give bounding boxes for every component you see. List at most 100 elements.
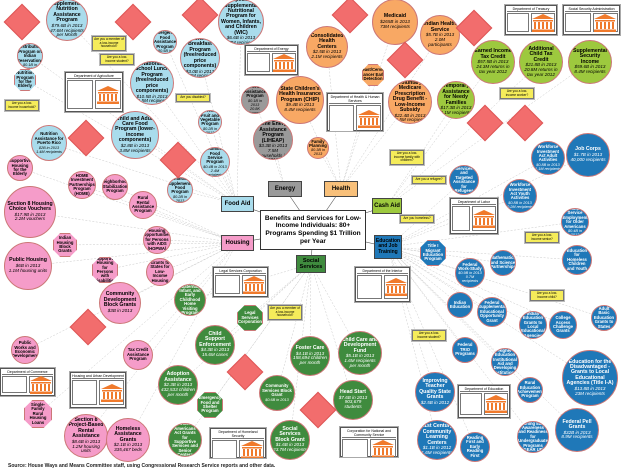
program-education[interactable]: Federal Supplemental Educational Opportu… <box>477 297 507 327</box>
program-name: Special Supplemental Nutritional Program… <box>221 0 261 36</box>
eligibility-question: Are you a member of a low-income househo… <box>267 304 303 321</box>
program-education[interactable]: Workforce Investment Act Adult Activitie… <box>531 141 565 175</box>
program-education[interactable]: Education for the Disadvantaged - Grants… <box>562 350 618 406</box>
building-icon-frame <box>531 13 555 32</box>
program-social[interactable]: Emergency Food and Shelter Program <box>197 392 223 418</box>
program-food[interactable]: Summer Food Service Program $0.4B in 2013… <box>200 147 230 177</box>
program-health[interactable]: Family Planning $0.3B in 2013 <box>307 137 329 159</box>
program-food[interactable]: The Emergency Food Assistance Program$0.… <box>153 30 177 54</box>
category-housing[interactable]: Housing <box>221 235 254 251</box>
department-name: Department of Health & Human Services <box>329 95 381 104</box>
program-cash[interactable]: Additional Child Tax Credit $21.8B in 201… <box>519 40 563 84</box>
program-name: Social Services Block Grant <box>275 426 305 443</box>
program-education[interactable]: 21st Century Community Learning Centers $… <box>417 420 457 460</box>
category-food-aid[interactable]: Food Aid <box>221 196 254 212</box>
program-education[interactable]: Adult Basic Education Grants to States <box>591 305 617 331</box>
program-connector <box>310 263 361 354</box>
program-education[interactable]: Improving Teacher Quality State Grants $2… <box>415 372 455 412</box>
program-social[interactable]: Adoption Assistance $2.3B in 2013 432,533 … <box>158 365 198 405</box>
program-food[interactable]: Child and Adult Care Food Program (lower… <box>111 111 159 159</box>
program-education[interactable]: Workforce Investment Act Youth Activitie… <box>503 179 537 213</box>
program-health[interactable]: State Children's Health Insurance Progra… <box>276 76 324 124</box>
program-social[interactable]: Community Services Block Grant $0.6B in 2… <box>259 375 295 411</box>
program-housing[interactable]: Supportive Housing for the Elderly <box>7 155 33 181</box>
program-housing[interactable]: Section 8 Project-Based Rental Assistanc… <box>64 414 108 458</box>
program-social[interactable]: Child Support Enforcement $4.3B in 2013 15… <box>195 325 235 365</box>
program-education[interactable]: Education for Homeless Children and Yout… <box>562 245 592 275</box>
program-social[interactable]: Head Start $7.6B in 2013 903,679 students <box>333 380 373 420</box>
program-food[interactable]: National School Lunch Program (free/redu… <box>130 61 174 105</box>
program-education[interactable]: Reading First and Early Reading First <box>460 432 490 462</box>
program-amount: $2.1B in 2013 <box>113 442 143 448</box>
program-social[interactable]: Legal Services Corporation <box>237 305 263 331</box>
department-name: Legal Services Corporation <box>215 269 266 274</box>
program-housing[interactable]: Housing Opportunities for Persons with A… <box>143 226 171 254</box>
program-food[interactable]: Commodity Supplemental Food Program $0.2B… <box>167 177 193 203</box>
program-education[interactable]: Rural Education Achievement Program <box>517 377 543 403</box>
program-housing[interactable]: Section 8 Housing Choice Vouchers $17.9B … <box>4 186 56 238</box>
program-food[interactable]: Food Distribution Program on Indian Rese… <box>17 43 43 69</box>
program-food[interactable]: Fresh Fruit and Vegetable Program $0.2B i… <box>198 110 222 134</box>
program-health[interactable]: Consolidated Health Centers $2.5B in 2013… <box>306 26 348 68</box>
program-housing[interactable]: HOME Investment Partnerships Program (HO… <box>68 171 96 199</box>
program-food[interactable]: Nutrition Program for the Elderly <box>14 69 36 91</box>
program-education[interactable]: Federal TRIO Programs <box>452 337 478 363</box>
program-social[interactable]: Maternal, Infant, and Early Childhood Ho… <box>174 284 206 316</box>
program-housing[interactable]: Homeless Assistance Grants $2.1B in 2013 3… <box>106 418 150 462</box>
program-connector <box>387 246 506 363</box>
program-energy[interactable]: Low-Income Home Energy Assistance Progra… <box>253 120 293 160</box>
program-cash[interactable]: Temporary Assistance for Needy Families $… <box>437 81 475 119</box>
program-housing[interactable]: Community Development Block Grants $3B in… <box>99 282 141 324</box>
program-education[interactable]: Mathematics and Science Partnerships <box>490 250 516 276</box>
program-education[interactable]: Job Corps $1.7B in 2013 40,000 recipients <box>566 133 610 177</box>
program-education[interactable]: Federal Pell Grants $32B in 2013 8.9M reci… <box>555 408 599 452</box>
program-housing[interactable]: Neighborhood Stabilization Program <box>102 174 128 200</box>
program-education[interactable]: Federal Work-Study $0.9B in 2013 0.7M reci… <box>455 258 485 288</box>
program-housing[interactable]: Single-Family Rural Housing Loans <box>24 400 52 428</box>
program-name: Additional Child Tax Credit <box>528 45 554 63</box>
program-housing[interactable]: Public Works and Economic Development <box>11 336 39 364</box>
program-education[interactable]: Title I Migrant Education Program <box>420 240 446 266</box>
category-social-services[interactable]: Social Services <box>296 255 326 273</box>
program-social[interactable]: Older Americans Act Grants for Supportiv… <box>168 423 202 457</box>
program-education[interactable]: Community Service Employment for Older A… <box>561 208 589 236</box>
program-name: Education for Homeless Children and Yout… <box>566 247 588 271</box>
program-amount: $0.6B in 2013 <box>265 397 289 402</box>
program-education[interactable]: College Access Challenge Grants <box>549 311 577 339</box>
program-food[interactable]: Supplemental Nutrition Assistance Progra… <box>46 0 88 41</box>
program-health[interactable]: Breast/Cervical Cancer Early Detection <box>362 64 384 86</box>
program-social[interactable]: Social Services Block Grant $1.6B in 2013… <box>270 420 310 460</box>
program-housing[interactable]: Indian Housing Block Grants <box>53 233 77 257</box>
program-health[interactable]: Voluntary Medicare Prescription Drug Ben… <box>388 80 432 124</box>
program-health[interactable]: Medicaid $265B in 2013 73M recipients <box>372 0 418 45</box>
program-education[interactable]: Gaining Early Awareness and Readiness fo… <box>517 421 549 453</box>
category-cash-aid[interactable]: Cash Aid <box>372 198 402 214</box>
program-housing[interactable]: Public Housing $6B in 2013 1.1M housing un… <box>4 242 52 290</box>
program-education[interactable]: Higher Education Institutional Aid and D… <box>491 348 519 376</box>
building-icon-frame <box>28 375 53 394</box>
program-cash[interactable]: Supplemental Security Income $59.6B in 20… <box>568 40 612 84</box>
program-recipients: 11.5M recipients <box>393 117 427 123</box>
program-education[interactable]: Indian Education Grants to Local Educati… <box>519 311 547 339</box>
program-housing[interactable]: Supportive Housing for Persons with Disa… <box>92 257 118 283</box>
program-energy[interactable]: Weatherization Assistance Program $0.1B i… <box>241 86 269 114</box>
program-health[interactable]: Indian Health Service $5.7B in 2013 2.0M p… <box>420 15 460 55</box>
program-education[interactable]: Social Services and Targeted Assistance … <box>449 165 479 195</box>
category-health[interactable]: Health <box>324 181 358 197</box>
program-social[interactable]: Child Care and Development Fund $5.1B in … <box>338 331 382 375</box>
program-housing[interactable]: Rural Rental Assistance Program <box>129 191 157 219</box>
program-housing[interactable]: Tax Credit Assistance Program <box>123 340 153 370</box>
program-amount: $0.2B in 2013 <box>173 194 187 203</box>
program-name: Head Start <box>340 389 366 396</box>
program-name: Maternal, Infant, and Early Childhood Ho… <box>179 284 201 316</box>
program-housing[interactable]: Grants to States for Low-Income Housing <box>146 258 174 286</box>
department-info <box>67 80 93 109</box>
program-education[interactable]: Indian Education <box>447 292 473 318</box>
program-cash[interactable]: Earned Income Tax Credit $57.5B in 2013 24… <box>471 40 515 84</box>
category-education-job-training[interactable]: Education and Job Training <box>374 235 402 259</box>
program-social[interactable]: Foster Care $4.1B in 2013 158,694 children… <box>290 336 330 376</box>
category-energy[interactable]: Energy <box>268 181 302 197</box>
program-food[interactable]: Nutrition Assistance for Puerto Rico $2B … <box>31 125 67 161</box>
program-food[interactable]: Special Supplemental Nutritional Program… <box>218 0 264 45</box>
program-food[interactable]: School Breakfast Program (free/reduced p… <box>180 38 220 78</box>
